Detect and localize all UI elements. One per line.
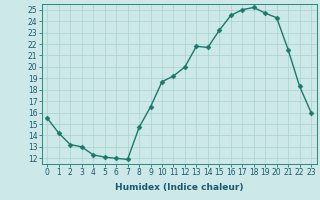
X-axis label: Humidex (Indice chaleur): Humidex (Indice chaleur) (115, 183, 244, 192)
